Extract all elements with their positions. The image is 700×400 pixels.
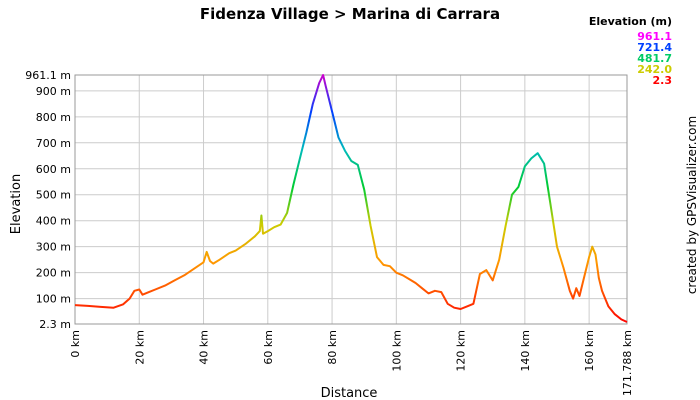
- y-tick-label: 900 m: [36, 85, 71, 98]
- legend-value: 2.3: [653, 74, 673, 87]
- y-tick-label: 100 m: [36, 293, 71, 306]
- y-tick-label: 800 m: [36, 111, 71, 124]
- credit-text: created by GPSVisualizer.com: [685, 116, 699, 294]
- x-tick-label: 40 km: [198, 330, 211, 365]
- x-tick-label: 20 km: [133, 330, 146, 365]
- y-tick-label: 200 m: [36, 267, 71, 280]
- x-axis-label: Distance: [321, 386, 378, 400]
- x-tick-label: 80 km: [326, 330, 339, 365]
- legend-value: 961.1: [637, 30, 672, 43]
- grid: [74, 74, 628, 325]
- y-tick-label: 400 m: [36, 215, 71, 228]
- x-axis-ticks: 0 km 20 km 40 km 60 km 80 km 100 km 120 km 140 …: [69, 330, 634, 396]
- x-tick-label: 60 km: [262, 330, 275, 365]
- y-tick-label: 600 m: [36, 163, 71, 176]
- legend-value: 481.7: [637, 52, 672, 65]
- legend-title: Elevation (m): [589, 15, 672, 28]
- y-tick-label: 500 m: [36, 189, 71, 202]
- chart-title: Fidenza Village > Marina di Carrara: [200, 5, 500, 23]
- y-tick-label: 700 m: [36, 137, 71, 150]
- elevation-profile-line: [74, 74, 628, 323]
- y-axis-ticks: 2.3 m 100 m 200 m 300 m 400 m 500 m 600 m 700 m…: [25, 69, 71, 331]
- y-axis-label: Elevation: [9, 174, 24, 234]
- x-tick-label: 0 km: [69, 330, 82, 358]
- x-tick-label: 100 km: [390, 330, 403, 372]
- legend-value: 721.4: [637, 41, 672, 54]
- x-tick-label: 140 km: [519, 330, 532, 372]
- x-tick-label: 160 km: [583, 330, 596, 372]
- x-tick-label: 120 km: [455, 330, 468, 372]
- y-tick-label: 300 m: [36, 241, 71, 254]
- x-tick-label: 171.788 km: [621, 330, 634, 396]
- plot-frame: [74, 74, 628, 325]
- y-tick-label: 2.3 m: [39, 318, 71, 331]
- legend-value: 242.0: [637, 63, 672, 76]
- y-tick-label: 961.1 m: [25, 69, 71, 82]
